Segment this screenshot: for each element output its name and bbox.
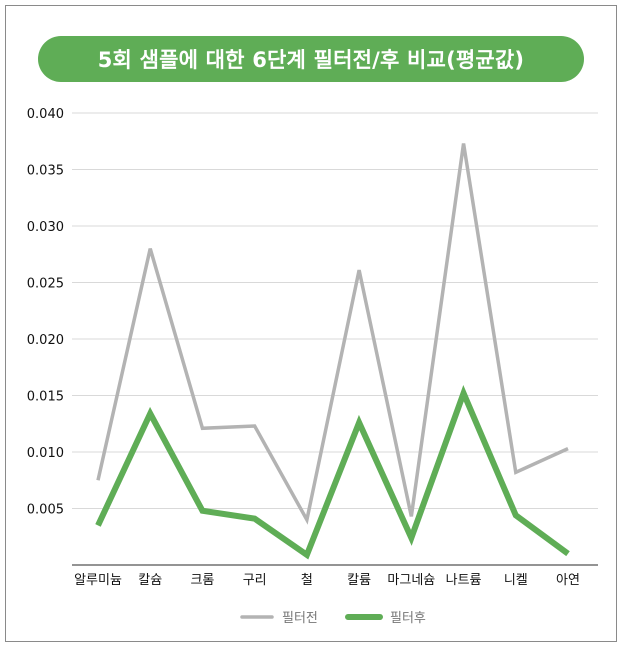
series-lines [95, 143, 570, 560]
y-tick-label: 0.030 [27, 220, 64, 235]
x-category-label: 아연 [556, 573, 580, 588]
x-category-label: 크롬 [190, 573, 214, 588]
x-category-label: 구리 [243, 573, 267, 588]
y-tick-label: 0.015 [27, 390, 64, 405]
y-tick-label: 0.010 [27, 446, 64, 461]
chart-title-banner: 5회 샘플에 대한 6단계 필터전/후 비교(평균값) [38, 36, 584, 82]
legend-label: 필터전 [282, 611, 318, 626]
y-tick-label: 0.005 [27, 503, 64, 518]
y-tick-label: 0.040 [27, 107, 64, 122]
y-tick-label: 0.025 [27, 277, 64, 292]
x-category-label: 나트륨 [446, 573, 482, 588]
gridlines [72, 112, 598, 509]
x-axis-categories: 알루미늄 칼슘 크롬 구리 철 칼륨 마그네슘 나트륨 니켈 아연 [74, 573, 580, 588]
series-line-before-filter [96, 143, 569, 525]
x-category-label: 니켈 [504, 573, 528, 588]
x-category-label: 칼륨 [347, 573, 371, 588]
x-category-label: 알루미늄 [74, 573, 122, 588]
y-tick-label: 0.020 [27, 333, 64, 348]
x-category-label: 칼슘 [138, 573, 162, 588]
x-category-label: 철 [301, 573, 313, 588]
x-category-label: 마그네슘 [387, 573, 435, 588]
y-axis-ticks: 0.005 0.010 0.015 0.020 0.025 0.030 0.035 0.040 [27, 107, 64, 518]
chart-frame [5, 5, 617, 642]
y-tick-label: 0.035 [27, 164, 64, 179]
legend: 필터전 필터후 [240, 611, 426, 626]
series-line-after-filter [95, 385, 570, 560]
chart-title: 5회 샘플에 대한 6단계 필터전/후 비교(평균값) [97, 48, 525, 72]
legend-label: 필터후 [390, 611, 426, 626]
